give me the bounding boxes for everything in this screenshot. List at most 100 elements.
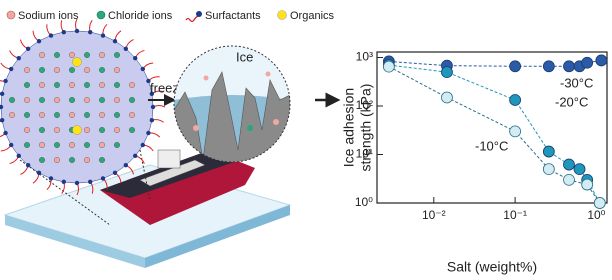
y-tick-label: 10³ bbox=[356, 50, 373, 64]
data-point bbox=[383, 61, 394, 72]
surfactant-head bbox=[75, 29, 79, 33]
ion bbox=[99, 67, 105, 73]
ion bbox=[54, 52, 60, 58]
surfactant-head bbox=[0, 118, 4, 122]
ion bbox=[54, 142, 60, 148]
series-label: -10°C bbox=[475, 138, 508, 153]
chloride-icon bbox=[97, 11, 105, 19]
surfactant-head bbox=[150, 118, 154, 122]
surfactant-head bbox=[17, 154, 21, 158]
ion bbox=[114, 112, 120, 118]
legend-label: Organics bbox=[290, 10, 335, 22]
ion bbox=[84, 97, 90, 103]
ion bbox=[39, 127, 45, 133]
data-point bbox=[563, 159, 574, 170]
surfactant-head bbox=[75, 181, 79, 185]
data-point bbox=[574, 164, 585, 175]
data-point bbox=[510, 126, 521, 137]
ion bbox=[129, 112, 135, 118]
surfactant-head bbox=[196, 11, 202, 17]
ion bbox=[99, 157, 105, 163]
surfactant-head bbox=[0, 92, 4, 96]
x-tick-label: 10⁻² bbox=[422, 208, 446, 222]
ion bbox=[129, 82, 135, 88]
ice-label: Ice bbox=[236, 49, 253, 64]
surfactant-head bbox=[113, 39, 117, 43]
page: {"legend": {"items": ["Sodium ions", "Ch… bbox=[0, 0, 612, 280]
ion bbox=[54, 82, 60, 88]
data-point bbox=[543, 164, 554, 175]
ion bbox=[9, 112, 15, 118]
ion bbox=[84, 142, 90, 148]
series-label: -20°C bbox=[555, 94, 588, 109]
data-point bbox=[441, 92, 452, 103]
data-point bbox=[563, 174, 574, 185]
data-point bbox=[596, 55, 607, 66]
ion bbox=[69, 67, 75, 73]
ion bbox=[99, 142, 105, 148]
organic bbox=[73, 58, 82, 67]
data-point bbox=[510, 61, 521, 72]
legend-label: Surfactants bbox=[205, 10, 261, 22]
ion bbox=[99, 127, 105, 133]
surfactant-head bbox=[3, 131, 7, 135]
surfactant-icon bbox=[186, 16, 198, 22]
ion bbox=[24, 97, 30, 103]
ion bbox=[9, 97, 15, 103]
ion bbox=[69, 82, 75, 88]
ion bbox=[204, 76, 209, 81]
ion bbox=[39, 67, 45, 73]
surfactant-head bbox=[88, 30, 92, 34]
ion bbox=[54, 157, 60, 163]
organic bbox=[73, 126, 82, 135]
ion bbox=[114, 97, 120, 103]
ion bbox=[84, 67, 90, 73]
surfactant-head bbox=[49, 33, 53, 37]
surfactant-head bbox=[17, 56, 21, 60]
ion bbox=[69, 142, 75, 148]
surfactant-head bbox=[124, 163, 128, 167]
surfactant-head bbox=[9, 143, 13, 147]
data-point bbox=[543, 146, 554, 157]
ice-zoom: Ice bbox=[174, 46, 290, 170]
ion bbox=[247, 125, 253, 131]
surfactant-head bbox=[133, 154, 137, 158]
surfactant-head bbox=[37, 171, 41, 175]
surfactant-head bbox=[141, 143, 145, 147]
ion bbox=[39, 142, 45, 148]
surfactant-head bbox=[101, 176, 105, 180]
ion bbox=[39, 157, 45, 163]
surfactant-head bbox=[62, 30, 66, 34]
ion bbox=[24, 67, 30, 73]
ion bbox=[99, 112, 105, 118]
surfactant-head bbox=[133, 56, 137, 60]
surfactant-head bbox=[124, 47, 128, 51]
surfactant-head bbox=[37, 39, 41, 43]
ion bbox=[99, 82, 105, 88]
ion bbox=[129, 127, 135, 133]
x-axis-title: Salt (weight%) bbox=[447, 259, 537, 275]
ion bbox=[84, 127, 90, 133]
ion bbox=[54, 112, 60, 118]
ion bbox=[114, 67, 120, 73]
surfactant-head bbox=[9, 67, 13, 71]
surfactant-head bbox=[151, 105, 155, 109]
ion bbox=[54, 67, 60, 73]
ion bbox=[39, 82, 45, 88]
ion bbox=[39, 52, 45, 58]
data-point bbox=[582, 57, 593, 68]
ion bbox=[114, 127, 120, 133]
y-axis-title: Ice adhesion bbox=[341, 88, 357, 167]
y-tick-label: 10⁰ bbox=[355, 195, 373, 209]
surfactant-head bbox=[101, 33, 105, 37]
ion bbox=[54, 97, 60, 103]
series-label: -30°C bbox=[560, 75, 593, 90]
ion bbox=[84, 82, 90, 88]
ion bbox=[84, 112, 90, 118]
ion bbox=[69, 97, 75, 103]
legend-label: Chloride ions bbox=[108, 10, 173, 22]
figure: Sodium ions Chloride ions Surfactants Or… bbox=[0, 0, 612, 280]
ion bbox=[39, 112, 45, 118]
ion bbox=[99, 97, 105, 103]
ion bbox=[266, 72, 271, 77]
